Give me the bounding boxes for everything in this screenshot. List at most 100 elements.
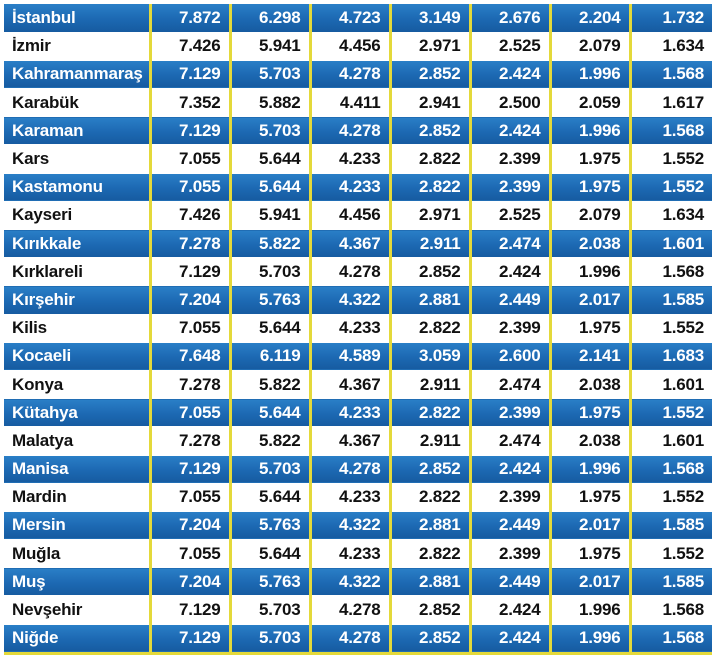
price-table: İstanbul 7.872 6.298 4.723 3.149 2.676 2.204 1.… [4, 4, 712, 653]
value-cell: 2.449 [468, 285, 550, 315]
value-cell: 7.872 [148, 4, 230, 33]
table-row: Kütahya 7.055 5.644 4.233 2.822 2.399 1.975 1.5… [4, 398, 712, 428]
value-cell: 5.882 [228, 88, 310, 118]
value-cell: 7.204 [148, 285, 230, 315]
value-cell: 2.424 [468, 257, 550, 287]
value-cell: 2.399 [468, 539, 550, 569]
table-row: Kocaeli 7.648 6.119 4.589 3.059 2.600 2.141 1.6… [4, 342, 712, 371]
city-name-cell: Malatya [4, 426, 150, 456]
value-cell: 1.634 [628, 201, 712, 231]
value-cell: 6.119 [228, 342, 310, 371]
value-cell: 2.822 [388, 483, 470, 512]
value-cell: 4.322 [308, 567, 390, 597]
value-cell: 2.424 [468, 624, 550, 653]
table-row: İzmir 7.426 5.941 4.456 2.971 2.525 2.079 1.634 [4, 32, 712, 61]
value-cell: 1.617 [628, 88, 712, 118]
table-row: Konya 7.278 5.822 4.367 2.911 2.474 2.038 1.601 [4, 370, 712, 400]
value-cell: 5.644 [228, 173, 310, 202]
value-cell: 1.975 [548, 144, 630, 174]
value-cell: 2.941 [388, 88, 470, 118]
city-name-cell: Manisa [4, 455, 150, 484]
value-cell: 7.055 [148, 314, 230, 343]
value-cell: 1.996 [548, 455, 630, 484]
value-cell: 7.129 [148, 116, 230, 146]
city-name-cell: Kırıkkale [4, 229, 150, 259]
value-cell: 1.552 [628, 483, 712, 512]
value-cell: 7.055 [148, 398, 230, 428]
table-row: Mardin 7.055 5.644 4.233 2.822 2.399 1.975 1.55… [4, 483, 712, 512]
value-cell: 5.763 [228, 567, 310, 597]
value-cell: 5.822 [228, 229, 310, 259]
value-cell: 2.474 [468, 229, 550, 259]
value-cell: 2.852 [388, 455, 470, 484]
value-cell: 4.278 [308, 60, 390, 90]
value-cell: 1.975 [548, 398, 630, 428]
value-cell: 4.367 [308, 426, 390, 456]
value-cell: 5.644 [228, 398, 310, 428]
value-cell: 7.426 [148, 32, 230, 61]
value-cell: 2.971 [388, 32, 470, 61]
city-name-cell: Kayseri [4, 201, 150, 231]
table-row: Malatya 7.278 5.822 4.367 2.911 2.474 2.038 1.6… [4, 426, 712, 456]
value-cell: 2.038 [548, 229, 630, 259]
table-row: Nevşehir 7.129 5.703 4.278 2.852 2.424 1.996 1.… [4, 595, 712, 625]
table-row: Kırşehir 7.204 5.763 4.322 2.881 2.449 2.017 1.… [4, 285, 712, 315]
city-name-cell: Kırklareli [4, 257, 150, 287]
value-cell: 2.399 [468, 144, 550, 174]
value-cell: 2.474 [468, 370, 550, 400]
value-cell: 7.278 [148, 229, 230, 259]
value-cell: 5.822 [228, 426, 310, 456]
value-cell: 4.278 [308, 257, 390, 287]
value-cell: 7.278 [148, 370, 230, 400]
value-cell: 1.634 [628, 32, 712, 61]
value-cell: 5.822 [228, 370, 310, 400]
value-cell: 2.600 [468, 342, 550, 371]
value-cell: 7.129 [148, 624, 230, 653]
value-cell: 7.204 [148, 511, 230, 541]
value-cell: 7.129 [148, 257, 230, 287]
table-row: Kastamonu 7.055 5.644 4.233 2.822 2.399 1.975 1… [4, 173, 712, 202]
value-cell: 4.367 [308, 370, 390, 400]
value-cell: 4.233 [308, 483, 390, 512]
value-cell: 2.676 [468, 4, 550, 33]
value-cell: 1.568 [628, 624, 712, 653]
value-cell: 2.449 [468, 511, 550, 541]
table-row: Mersin 7.204 5.763 4.322 2.881 2.449 2.017 1.58… [4, 511, 712, 541]
value-cell: 1.975 [548, 173, 630, 202]
table-row: Kars 7.055 5.644 4.233 2.822 2.399 1.975 1.552 [4, 144, 712, 174]
value-cell: 7.055 [148, 173, 230, 202]
value-cell: 2.017 [548, 511, 630, 541]
value-cell: 1.568 [628, 257, 712, 287]
value-cell: 1.552 [628, 173, 712, 202]
value-cell: 1.568 [628, 595, 712, 625]
value-cell: 2.881 [388, 285, 470, 315]
value-cell: 1.996 [548, 60, 630, 90]
value-cell: 5.941 [228, 32, 310, 61]
value-cell: 1.585 [628, 567, 712, 597]
value-cell: 1.683 [628, 342, 712, 371]
value-cell: 2.449 [468, 567, 550, 597]
city-name-cell: Nevşehir [4, 595, 150, 625]
value-cell: 3.149 [388, 4, 470, 33]
value-cell: 4.233 [308, 314, 390, 343]
value-cell: 1.568 [628, 60, 712, 90]
value-cell: 7.055 [148, 144, 230, 174]
value-cell: 7.426 [148, 201, 230, 231]
value-cell: 1.601 [628, 370, 712, 400]
value-cell: 1.975 [548, 314, 630, 343]
value-cell: 2.399 [468, 173, 550, 202]
value-cell: 4.456 [308, 32, 390, 61]
value-cell: 7.055 [148, 539, 230, 569]
value-cell: 2.079 [548, 32, 630, 61]
table-body: İstanbul 7.872 6.298 4.723 3.149 2.676 2.204 1.… [4, 4, 712, 653]
value-cell: 1.552 [628, 539, 712, 569]
value-cell: 4.278 [308, 455, 390, 484]
city-name-cell: Kastamonu [4, 173, 150, 202]
table-row: Kahramanmaraş 7.129 5.703 4.278 2.852 2.424 1.… [4, 60, 712, 90]
table-row: Muş 7.204 5.763 4.322 2.881 2.449 2.017 1.585 [4, 567, 712, 597]
value-cell: 2.525 [468, 32, 550, 61]
table-row: Kırıkkale 7.278 5.822 4.367 2.911 2.474 2.038 1… [4, 229, 712, 259]
city-name-cell: Mardin [4, 483, 150, 512]
value-cell: 4.322 [308, 511, 390, 541]
value-cell: 7.278 [148, 426, 230, 456]
